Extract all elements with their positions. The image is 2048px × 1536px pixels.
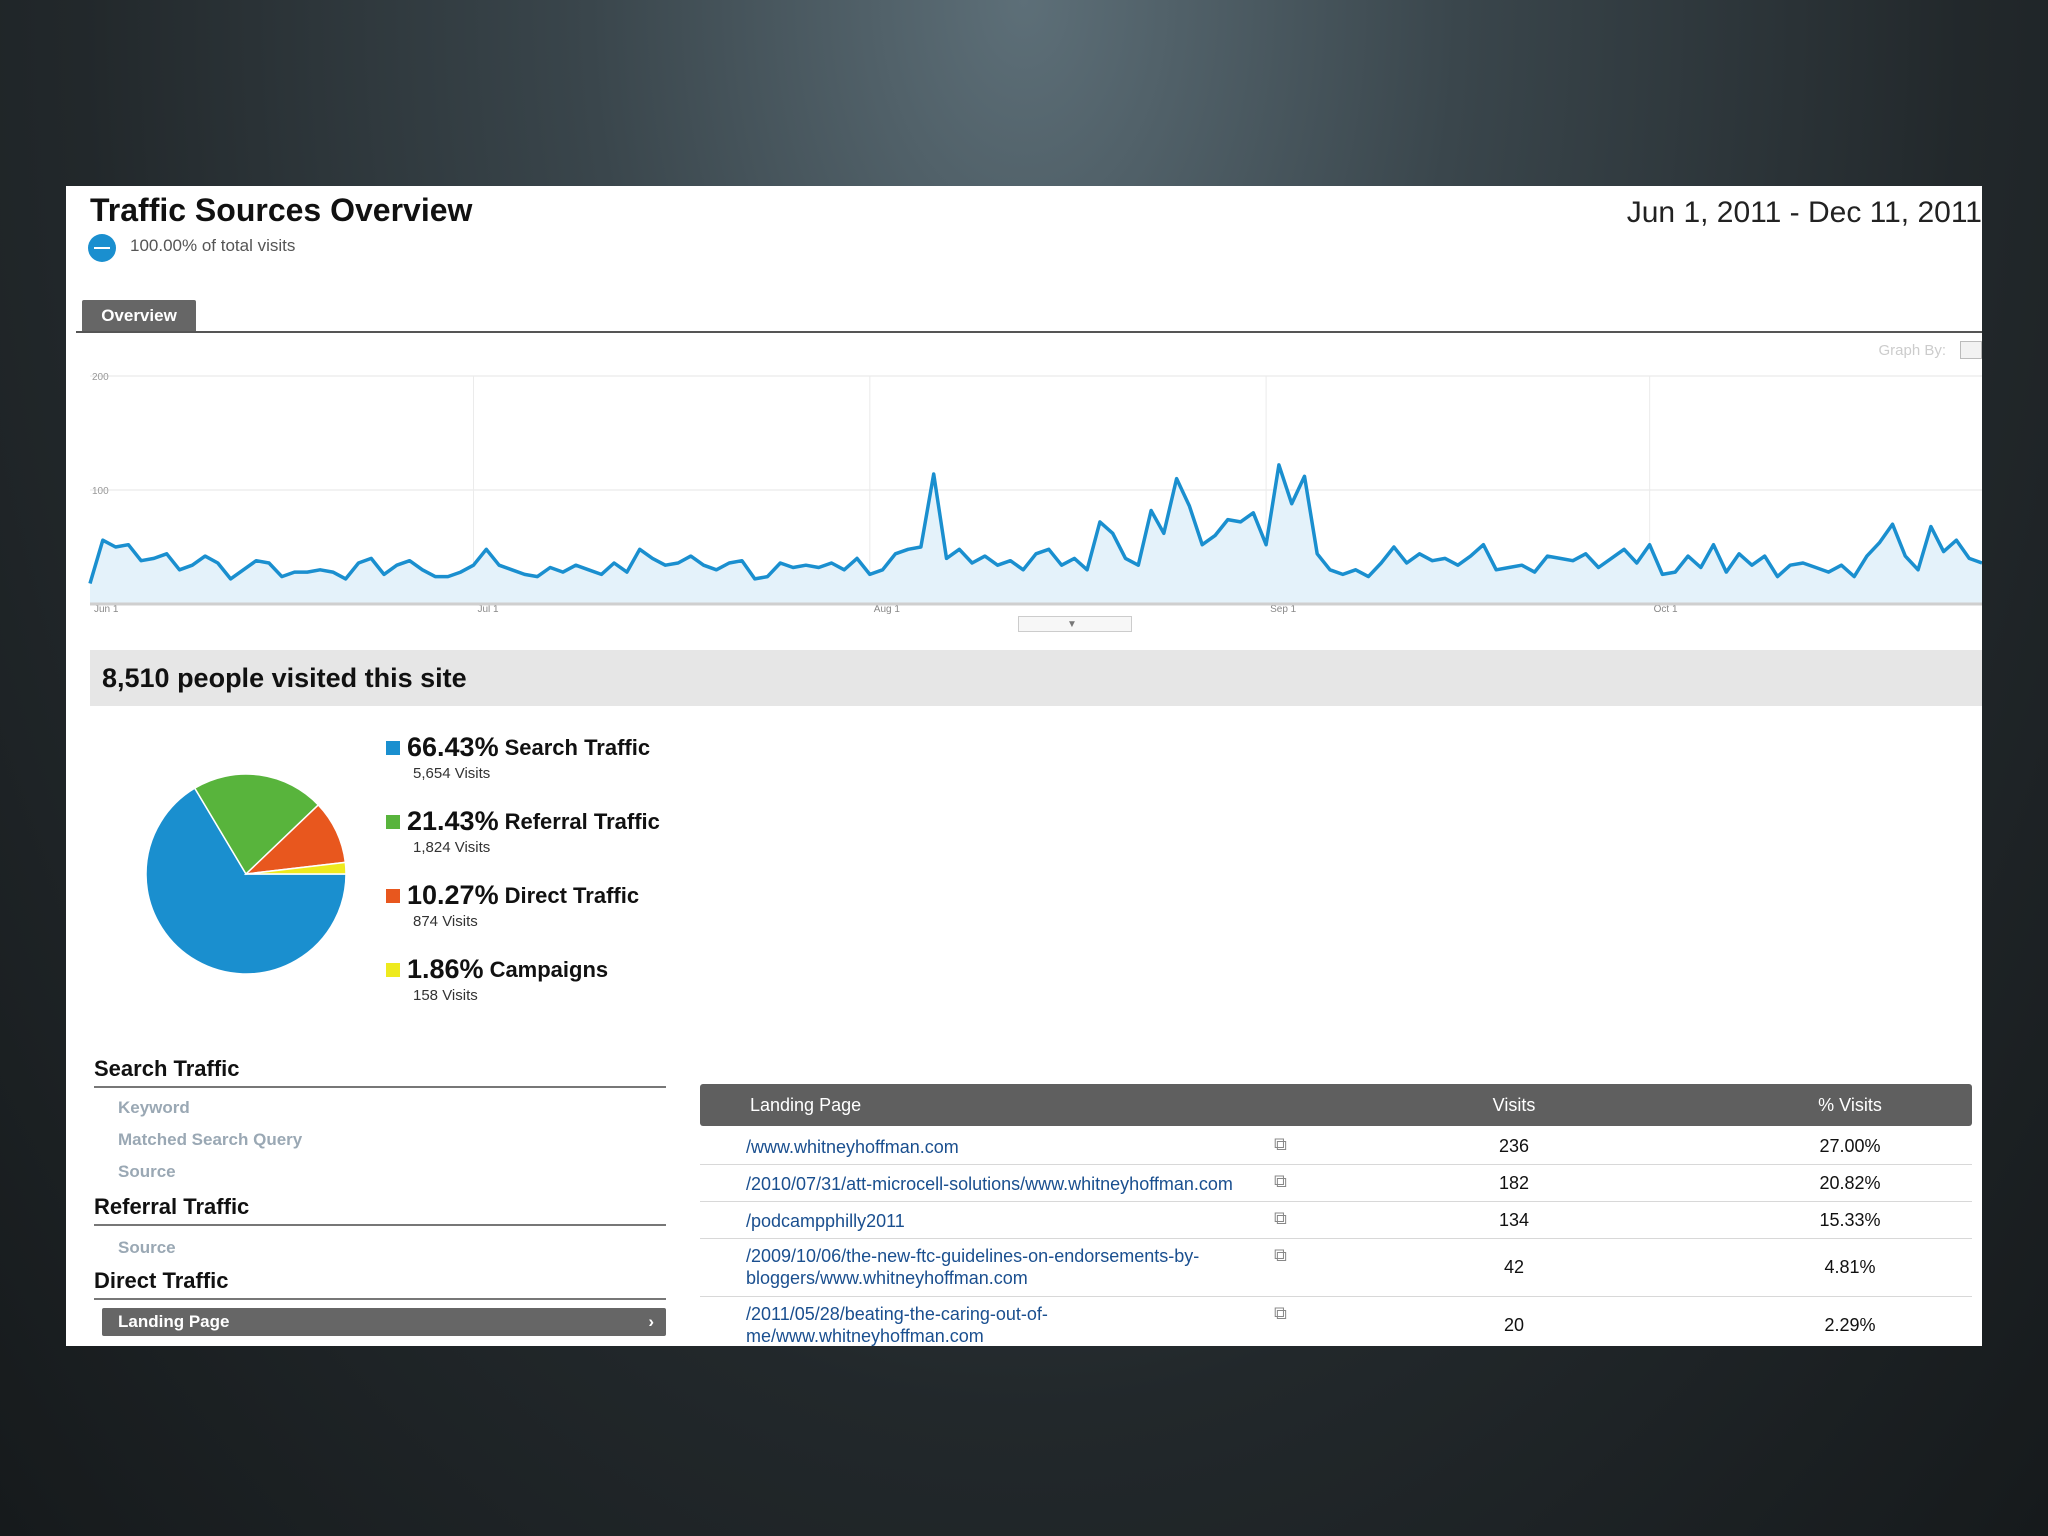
table-row: /podcampphilly2011 ⧉ 134 15.33% — [700, 1202, 1972, 1239]
traffic-pie-chart — [145, 773, 347, 975]
external-link-icon[interactable]: ⧉ — [1274, 1303, 1287, 1323]
date-range-selector[interactable]: Jun 1, 2011 - Dec 11, 2011 — [1626, 196, 1982, 229]
visitors-summary: 8,510 people visited this site — [90, 650, 1982, 706]
traffic-sources-panel: Traffic Sources Overview 100.00% of tota… — [66, 186, 1982, 1346]
nav-item-matched-search-query[interactable]: Matched Search Query — [118, 1130, 303, 1149]
x-tick-label: Aug 1 — [874, 604, 901, 615]
visits-value: 42 — [1503, 1257, 1525, 1277]
tab-divider — [76, 331, 1982, 333]
visits-value: 20 — [1503, 1315, 1525, 1335]
legend-label: Referral Traffic — [504, 808, 660, 834]
nav-divider — [94, 1086, 666, 1088]
x-tick-label: Jul 1 — [478, 604, 500, 615]
column-header-visits[interactable]: Visits — [1492, 1095, 1536, 1115]
legend-percent: 66.43% — [407, 732, 499, 762]
landing-page-link[interactable]: /2010/07/31/att-microcell-solutions/www.… — [746, 1174, 1233, 1194]
percent-visits-value: 27.00% — [1819, 1136, 1881, 1156]
nav-item-search-source[interactable]: Source — [118, 1162, 176, 1181]
nav-heading-search: Search Traffic — [94, 1056, 240, 1081]
external-link-icon[interactable]: ⧉ — [1274, 1245, 1287, 1265]
external-link-icon[interactable]: ⧉ — [1274, 1134, 1287, 1154]
nav-item-landing-page[interactable]: Landing Page › — [102, 1308, 666, 1336]
segment-pie-icon — [88, 234, 116, 262]
legend-visits: 5,654 Visits — [413, 765, 491, 782]
external-link-icon[interactable]: ⧉ — [1274, 1208, 1287, 1228]
chevron-right-icon: › — [648, 1312, 654, 1331]
legend-referral[interactable]: 21.43% Referral Traffic 1,824 Visits — [386, 806, 660, 856]
chevron-down-icon: ▼ — [1067, 619, 1077, 630]
visits-value: 134 — [1498, 1210, 1530, 1230]
legend-visits: 158 Visits — [413, 987, 478, 1004]
visits-value: 182 — [1498, 1173, 1530, 1193]
column-header-percent-visits[interactable]: % Visits — [1818, 1095, 1882, 1115]
legend-swatch — [386, 740, 400, 755]
page-title: Traffic Sources Overview — [90, 192, 473, 228]
nav-heading-direct: Direct Traffic — [94, 1268, 229, 1293]
nav-item-referral-source[interactable]: Source — [118, 1238, 176, 1257]
legend-swatch — [386, 814, 400, 829]
table-row: /2009/10/06/the-new-ftc-guidelines-on-en… — [700, 1239, 1972, 1297]
x-tick-label: Jun 1 — [94, 604, 119, 615]
legend-label: Search Traffic — [504, 734, 651, 760]
legend-search[interactable]: 66.43% Search Traffic 5,654 Visits — [386, 732, 650, 782]
table-row: /www.whitneyhoffman.com ⧉ 236 27.00% — [700, 1128, 1972, 1165]
tab-overview[interactable]: Overview — [82, 300, 196, 332]
landing-page-link[interactable]: /podcampphilly2011 — [746, 1211, 905, 1231]
table-row: /2011/05/28/beating-the-caring-out-of-me… — [700, 1297, 1972, 1346]
chart-resize-handle[interactable]: ▼ — [1018, 616, 1132, 632]
legend-direct[interactable]: 10.27% Direct Traffic 874 Visits — [386, 880, 639, 930]
legend-visits: 1,824 Visits — [413, 839, 491, 856]
table-row: /2010/07/31/att-microcell-solutions/www.… — [700, 1165, 1972, 1202]
nav-item-label: Landing Page — [118, 1312, 230, 1331]
total-visits-percent: 100.00% of total visits — [130, 236, 296, 255]
legend-label: Campaigns — [489, 956, 609, 982]
legend-percent: 21.43% — [407, 806, 499, 836]
y-tick-label: 200 — [92, 372, 109, 383]
legend-visits: 874 Visits — [413, 913, 478, 930]
external-link-icon[interactable]: ⧉ — [1274, 1171, 1287, 1191]
column-header-landing-page[interactable]: Landing Page — [750, 1095, 862, 1115]
percent-visits-value: 20.82% — [1819, 1173, 1881, 1193]
nav-item-keyword[interactable]: Keyword — [118, 1098, 190, 1117]
visits-value: 236 — [1498, 1136, 1530, 1156]
graph-by-calendar-icon[interactable] — [1960, 341, 1982, 359]
graph-by-label: Graph By: — [1878, 342, 1946, 359]
legend-label: Direct Traffic — [504, 882, 640, 908]
legend-campaigns[interactable]: 1.86% Campaigns 158 Visits — [386, 954, 608, 1004]
pie-slice-campaigns — [245, 861, 347, 875]
pie-slice-referral-traffic — [193, 773, 320, 876]
pie-slice-search-traffic — [145, 787, 347, 975]
y-tick-label: 100 — [92, 486, 109, 497]
legend-percent: 1.86% — [407, 954, 484, 984]
x-tick-label: Oct 1 — [1654, 604, 1678, 615]
nav-divider — [94, 1298, 666, 1300]
percent-visits-value: 4.81% — [1824, 1257, 1876, 1277]
nav-divider — [94, 1224, 666, 1226]
landing-page-link[interactable]: /www.whitneyhoffman.com — [746, 1137, 959, 1157]
table-header: Landing Page Visits % Visits — [700, 1084, 1972, 1126]
legend-swatch — [386, 962, 400, 977]
landing-page-link[interactable]: /2009/10/06/the-new-ftc-guidelines-on-en… — [746, 1246, 1200, 1288]
percent-visits-value: 2.29% — [1824, 1315, 1876, 1335]
series-area — [90, 464, 1982, 604]
legend-percent: 10.27% — [407, 880, 499, 910]
x-tick-label: Sep 1 — [1270, 604, 1297, 615]
percent-visits-value: 15.33% — [1819, 1210, 1881, 1230]
landing-page-link[interactable]: /2011/05/28/beating-the-caring-out-of-me… — [746, 1304, 1048, 1346]
nav-heading-referral: Referral Traffic — [94, 1194, 250, 1219]
series-line — [88, 463, 1982, 584]
legend-swatch — [386, 888, 400, 903]
